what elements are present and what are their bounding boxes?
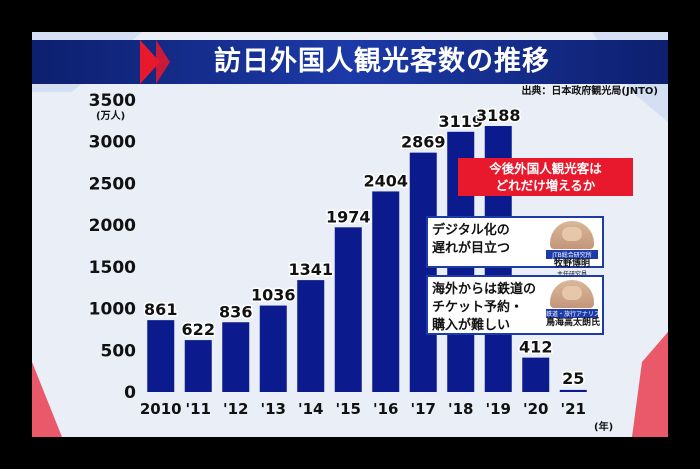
commentator-card: デジタル化の 遅れが目立つ JTB総合研究所 牧野博明 主任研究員	[426, 216, 604, 278]
x-tick-label: '13	[261, 400, 286, 418]
comment-text: 海外からは鉄道の チケット予約・ 購入が難しい	[432, 282, 537, 333]
bar-chart: 0 500 1000 1500 2000 2500 3000 3500 2010'11 '12 '…	[89, 91, 613, 433]
commentator-name: 鳥海高太朗氏	[546, 318, 601, 328]
source-note: 出典：日本政府観光局(JNTO)	[521, 86, 658, 97]
bar	[184, 340, 212, 392]
commentator: JTB総合研究所 牧野博明 主任研究員	[546, 221, 598, 278]
chart-title: 訪日外国人観光客数の推移	[214, 46, 550, 77]
y-tick-label: 3000	[89, 133, 136, 153]
title-banner: 訪日外国人観光客数の推移	[32, 40, 668, 84]
y-tick-label: 1000	[89, 300, 136, 320]
x-tick-label: '12	[223, 400, 248, 418]
y-tick-label: 500	[101, 341, 137, 361]
commentator-role: 主任研究員	[546, 269, 598, 278]
x-tick-label: '20	[523, 400, 548, 418]
data-label: 3119	[438, 112, 483, 131]
bar	[147, 320, 175, 392]
data-label: 861	[144, 300, 177, 319]
caption-box: 今後外国人観光客は どれだけ増えるか	[458, 158, 633, 196]
data-label: 3188	[476, 106, 521, 125]
x-tick-label: '21	[561, 400, 586, 418]
x-axis-unit: (年)	[594, 420, 613, 433]
data-label: 622	[182, 320, 215, 339]
x-tick-label: '18	[448, 400, 473, 418]
data-label: 1341	[288, 260, 333, 279]
data-label: 412	[519, 338, 552, 357]
y-tick-label: 2500	[89, 174, 136, 194]
data-label: 836	[219, 302, 252, 321]
commentator-photo	[550, 221, 594, 249]
y-tick-label: 0	[124, 383, 136, 403]
x-tick-label: '16	[373, 400, 398, 418]
y-tick-label: 3500	[89, 91, 136, 111]
commentator-name: 牧野博明	[553, 259, 590, 269]
data-label: 25	[562, 369, 584, 388]
bar	[409, 152, 437, 392]
bar	[334, 227, 362, 392]
comment-text: デジタル化の 遅れが目立つ	[432, 223, 511, 256]
caption-line: どれだけ増えるか	[495, 178, 596, 193]
tv-frame: 訪日外国人観光客数の推移 出典：日本政府観光局(JNTO) 0 500 1000 15…	[32, 32, 668, 437]
x-tick-label: '17	[411, 400, 436, 418]
bar	[559, 389, 587, 392]
x-tick-label: '11	[186, 400, 211, 418]
x-tick-label: '19	[486, 400, 511, 418]
data-label: 2869	[401, 133, 446, 152]
y-tick-label: 2000	[89, 216, 136, 236]
commentator: 鉄道・旅行アナリスト 鳥海高太朗氏	[546, 280, 601, 328]
caption-line: 今後外国人観光客は	[489, 161, 602, 176]
bar	[259, 305, 287, 392]
data-label: 2404	[363, 171, 408, 190]
x-tick-label: '15	[336, 400, 361, 418]
chevron-icon	[156, 40, 170, 84]
data-label: 1036	[251, 286, 296, 305]
chevron-icon	[140, 40, 160, 84]
commentator-affiliation: JTB総合研究所	[546, 250, 598, 259]
commentator-card: 海外からは鉄道の チケット予約・ 購入が難しい 鉄道・旅行アナリスト 鳥海高太朗…	[426, 275, 604, 335]
bar	[372, 191, 400, 392]
commentator-photo	[550, 280, 594, 308]
commentator-affiliation: 鉄道・旅行アナリスト	[546, 309, 598, 318]
x-tick-label: 2010	[140, 400, 182, 418]
data-label: 1974	[326, 207, 371, 226]
bar	[222, 322, 250, 392]
y-tick-label: 1500	[89, 258, 136, 278]
y-axis-unit: (万人)	[96, 109, 125, 122]
bar	[522, 357, 550, 392]
x-tick-label: '14	[298, 400, 323, 418]
bar	[297, 280, 325, 392]
